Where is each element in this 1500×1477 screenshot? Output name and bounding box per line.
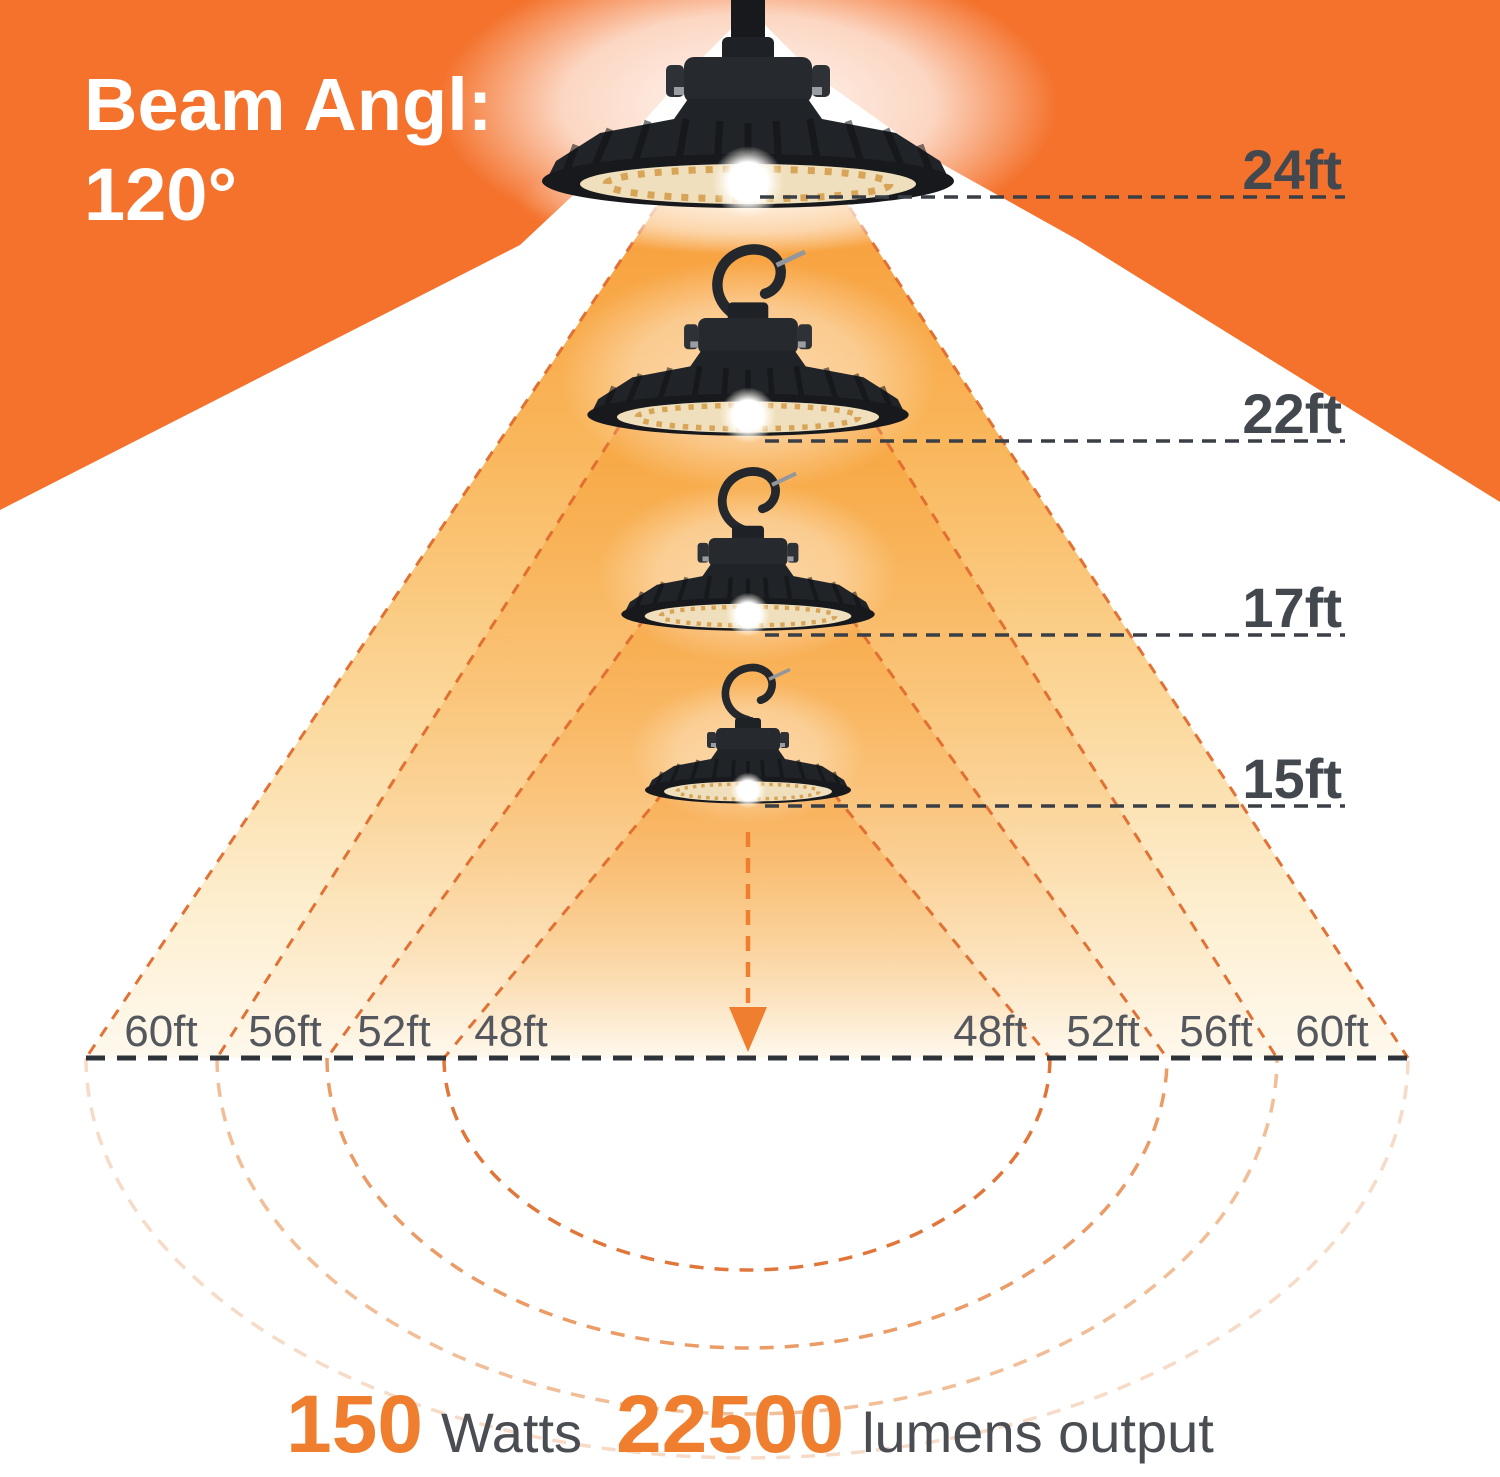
beam-angle-title-line1: Beam Angl: xyxy=(84,63,493,146)
coverage-arc-52ft xyxy=(325,1057,1169,1350)
highbay-light-24ft xyxy=(542,0,954,218)
lumens-unit: lumens output xyxy=(862,1401,1214,1464)
beam-angle-title: Beam Angl: 120° xyxy=(84,60,492,241)
coverage-label-right-52ft: 52ft xyxy=(1066,1007,1140,1056)
height-label-17ft: 17ft xyxy=(1242,576,1342,639)
height-label-15ft: 15ft xyxy=(1242,747,1342,810)
watts-unit: Watts xyxy=(440,1401,583,1464)
beam-angle-title-line2: 120° xyxy=(84,153,238,237)
down-arrow-icon xyxy=(729,1007,767,1052)
height-measure-lines xyxy=(760,195,1345,808)
coverage-label-left-56ft: 56ft xyxy=(248,1007,322,1056)
height-label-24ft: 24ft xyxy=(1242,138,1342,201)
coverage-label-right-48ft: 48ft xyxy=(953,1007,1027,1056)
coverage-arc-56ft xyxy=(215,1057,1279,1416)
coverage-label-left-52ft: 52ft xyxy=(357,1007,431,1056)
coverage-label-left-60ft: 60ft xyxy=(124,1007,198,1056)
coverage-label-right-56ft: 56ft xyxy=(1179,1007,1253,1056)
coverage-label-left-48ft: 48ft xyxy=(474,1007,548,1056)
coverage-label-right-60ft: 60ft xyxy=(1295,1007,1369,1056)
lumens-value: 22500 xyxy=(616,1379,845,1470)
coverage-arc-48ft xyxy=(442,1057,1052,1272)
height-label-22ft: 22ft xyxy=(1242,382,1342,445)
footer-spec-line: 150 Watts 22500 lumens output xyxy=(0,1384,1500,1466)
coverage-arc-60ft xyxy=(84,1057,1410,1460)
watts-value: 150 xyxy=(286,1379,423,1470)
beam-cone-48ft xyxy=(444,793,1050,1058)
